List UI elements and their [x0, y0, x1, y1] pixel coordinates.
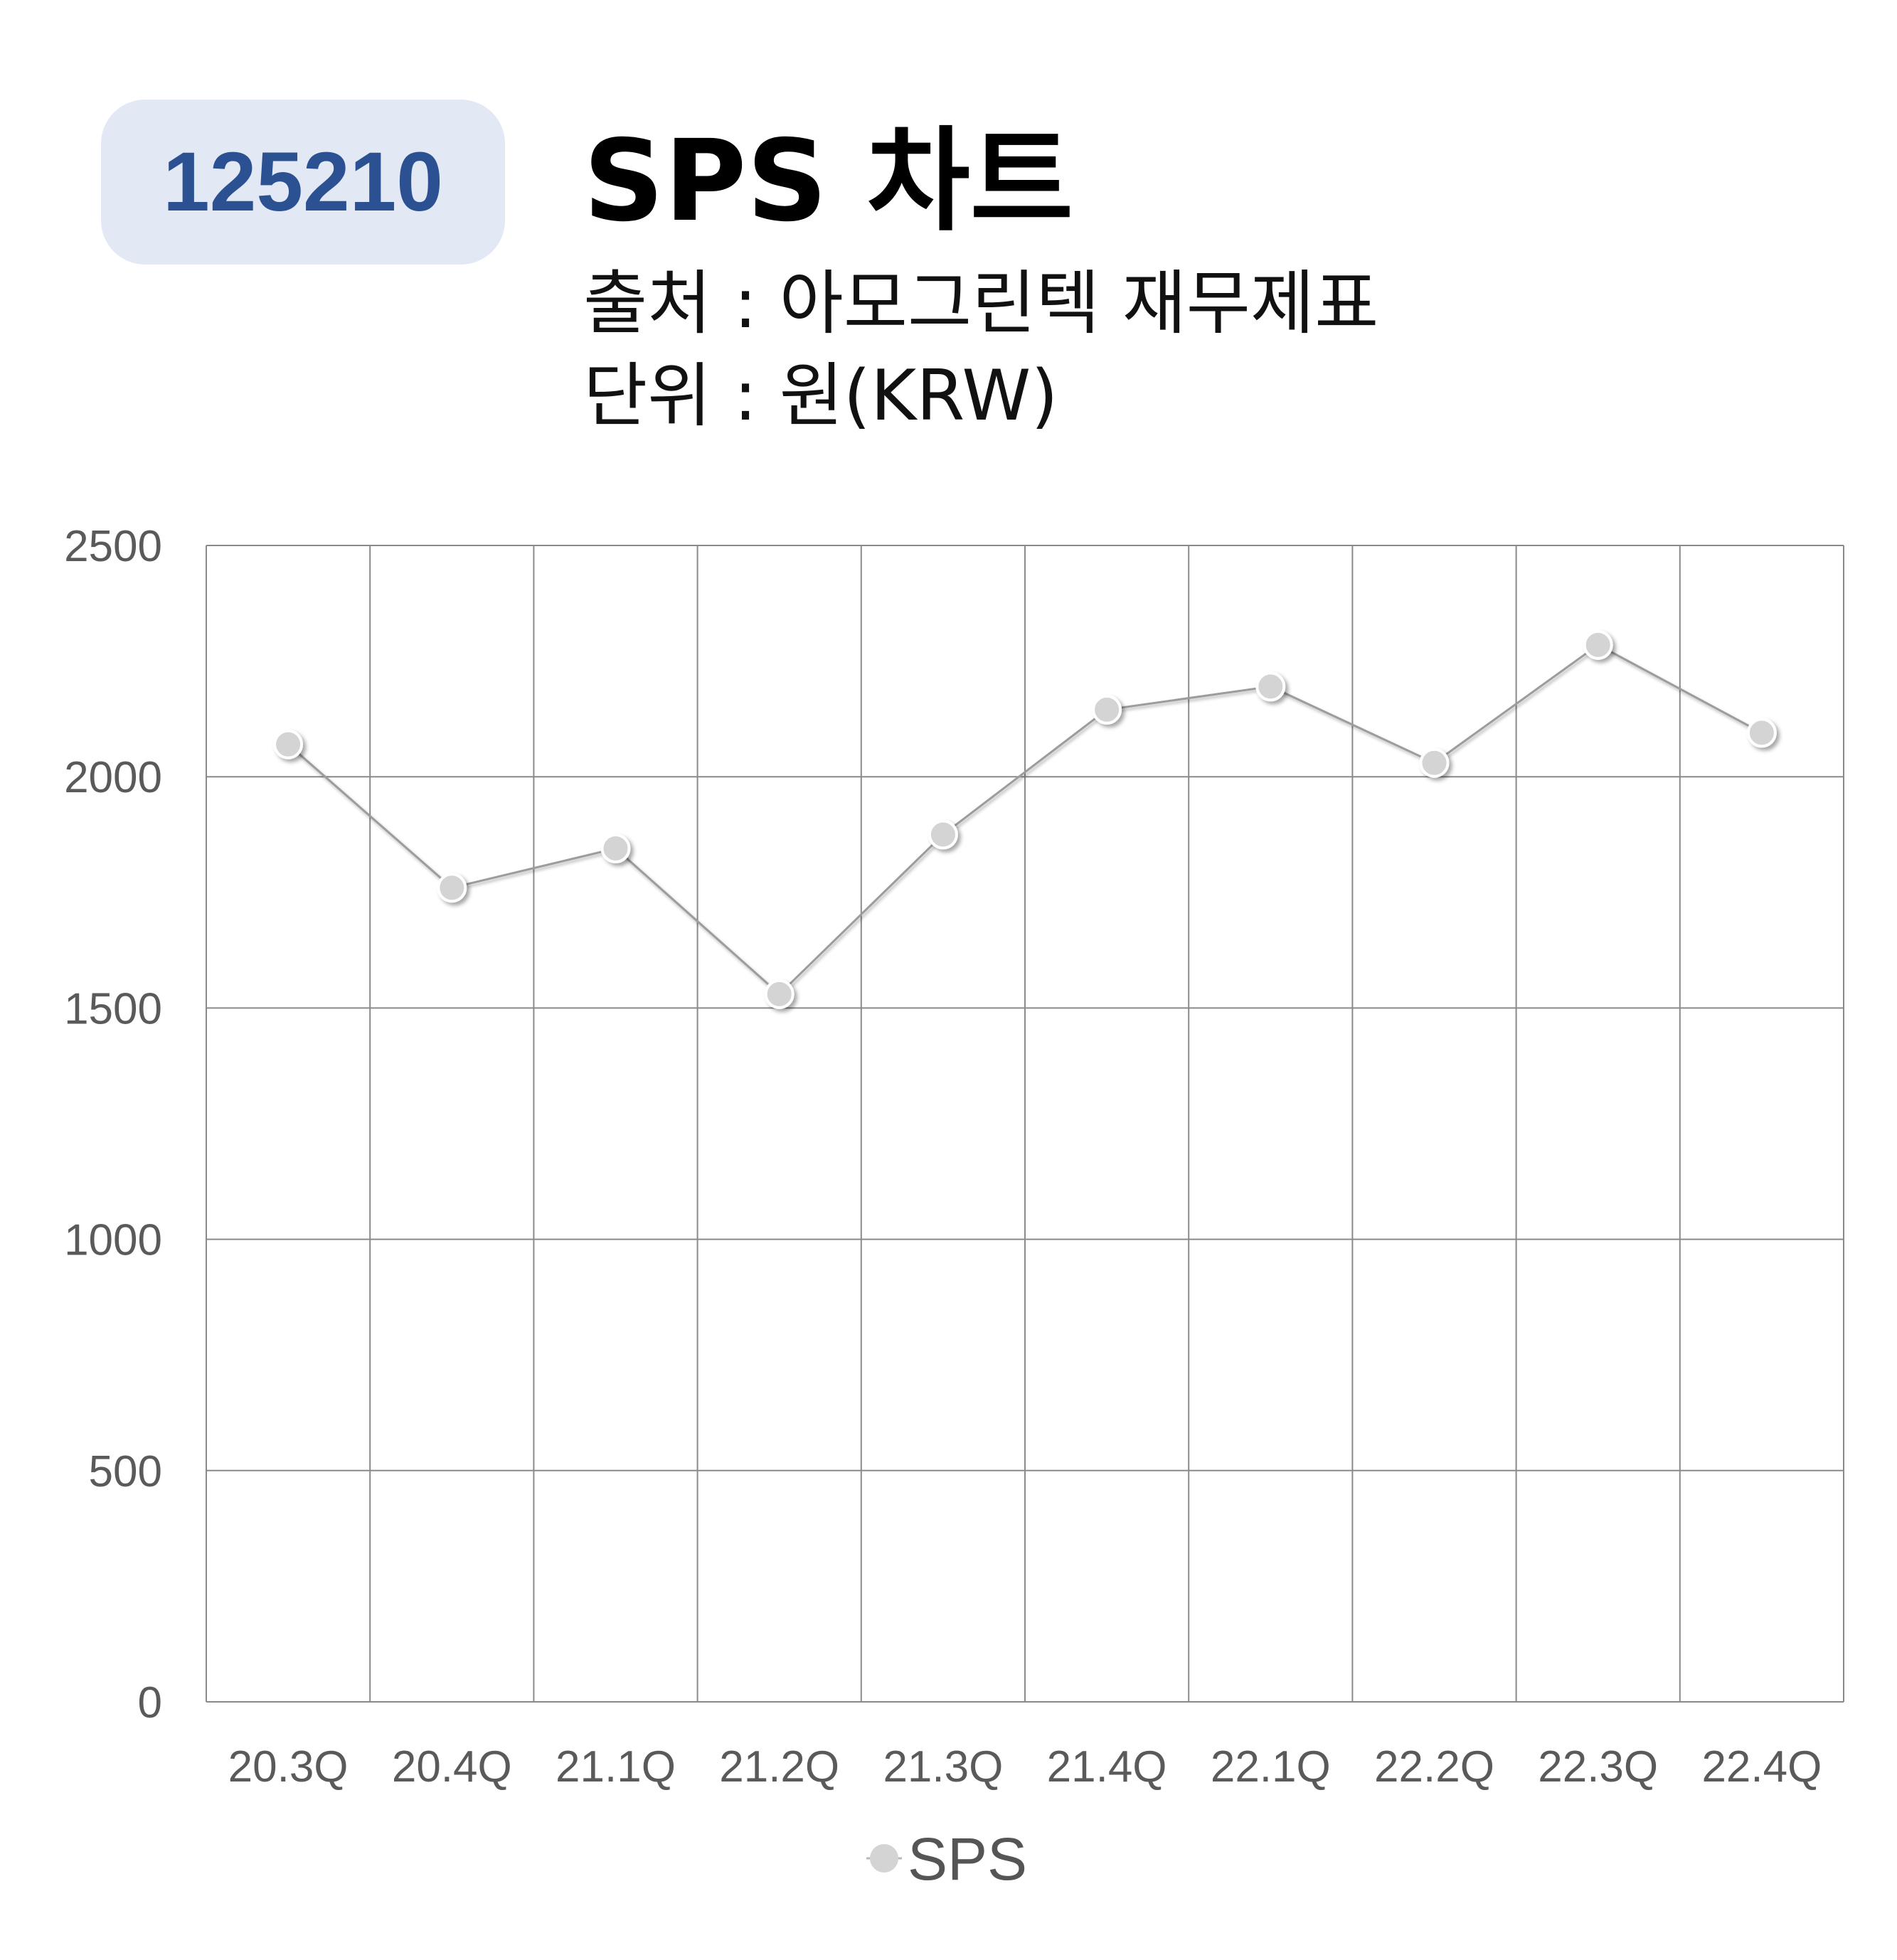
x-axis-ticks: 20.3Q 20.4Q 21.1Q 21.2Q 21.3Q 21.4Q 22.1Q 22.2Q… [228, 1742, 1822, 1791]
series-line [287, 644, 1763, 996]
legend: SPS [866, 1826, 1027, 1892]
x-tick-label: 21.3Q [883, 1742, 1003, 1791]
data-point [1583, 629, 1613, 660]
data-point [437, 873, 467, 903]
x-tick-label: 22.3Q [1538, 1742, 1658, 1791]
x-tick-label: 20.3Q [228, 1742, 349, 1791]
series-sps [273, 629, 1777, 1009]
x-tick-label: 22.2Q [1374, 1742, 1494, 1791]
data-point [1092, 694, 1122, 725]
x-tick-label: 21.1Q [556, 1742, 676, 1791]
grid [206, 545, 1844, 1703]
stock-code-badge: 125210 [101, 100, 505, 265]
data-point [1746, 718, 1777, 748]
data-point [1255, 671, 1286, 702]
x-tick-label: 22.1Q [1211, 1742, 1331, 1791]
y-tick-label: 0 [138, 1678, 162, 1727]
x-tick-label: 21.2Q [719, 1742, 839, 1791]
y-axis-ticks: 0 500 1000 1500 2000 2500 [64, 522, 162, 1727]
chart-title: SPS 차트 [583, 116, 1074, 247]
x-tick-label: 22.4Q [1701, 1742, 1822, 1791]
data-point [600, 833, 631, 864]
y-tick-label: 500 [89, 1447, 162, 1496]
data-point [1419, 747, 1450, 778]
legend-marker [870, 1844, 898, 1873]
source-label: 출처 : 아모그린텍 재무제표 [583, 263, 1379, 344]
x-tick-label: 20.4Q [392, 1742, 512, 1791]
data-point [273, 729, 304, 760]
data-point [764, 979, 795, 1009]
y-tick-label: 1500 [64, 984, 162, 1033]
legend-label: SPS [908, 1826, 1027, 1892]
unit-label: 단위 : 원(KRW) [583, 356, 1058, 437]
data-point [928, 819, 958, 850]
y-tick-label: 2000 [64, 753, 162, 802]
y-tick-label: 1000 [64, 1216, 162, 1265]
y-tick-label: 2500 [64, 522, 162, 571]
x-tick-label: 21.4Q [1047, 1742, 1167, 1791]
